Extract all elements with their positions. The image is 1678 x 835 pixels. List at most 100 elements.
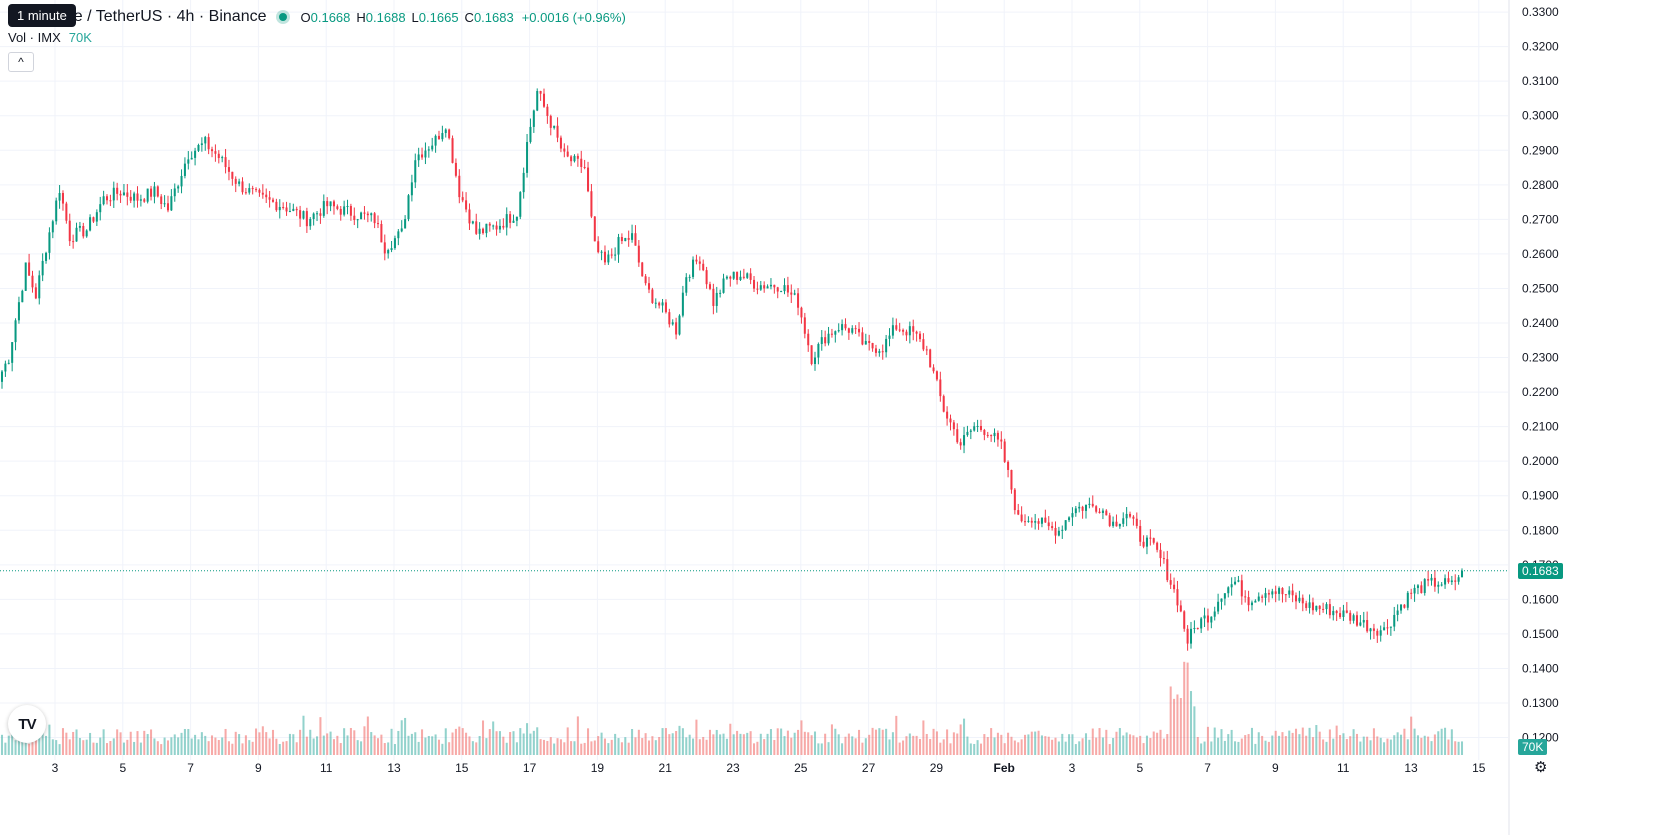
volume-bar: [519, 728, 522, 755]
market-status-icon: [278, 13, 287, 21]
volume-bar: [404, 717, 407, 755]
candle-body: [1457, 577, 1460, 582]
candle: [1349, 610, 1352, 625]
volume-bar: [542, 739, 546, 755]
volume-legend[interactable]: Vol · IMX 70K: [8, 30, 92, 45]
candle: [1328, 598, 1331, 619]
candle: [1284, 594, 1287, 603]
volume-bar: [444, 728, 447, 755]
candle: [576, 153, 579, 167]
volume-bar: [983, 734, 986, 755]
volume-bar: [485, 738, 488, 755]
candle-body: [4, 363, 7, 372]
candle: [1152, 537, 1155, 545]
candle: [908, 321, 911, 344]
candle-body: [82, 225, 85, 237]
volume-bar: [1342, 733, 1345, 755]
volume-bar: [1362, 736, 1365, 755]
volume-bar: [1393, 735, 1396, 755]
volume-bar: [55, 740, 58, 755]
volume-bar: [1444, 727, 1447, 755]
candle-body: [150, 188, 153, 197]
candle: [1183, 610, 1186, 632]
volume-bar: [190, 738, 193, 755]
volume-bar: [820, 743, 823, 755]
volume-bar: [1369, 740, 1372, 755]
volume-bar: [478, 736, 481, 755]
candle: [1278, 586, 1281, 601]
volume-bar: [939, 742, 942, 755]
candle: [4, 360, 7, 377]
candle: [1440, 582, 1443, 587]
candle: [299, 205, 302, 227]
candle: [651, 287, 654, 304]
candle: [1339, 607, 1342, 619]
candle: [187, 151, 190, 170]
volume-bar: [637, 729, 640, 755]
candle: [864, 333, 867, 345]
candle-body: [1308, 602, 1311, 608]
candle-body: [1210, 616, 1213, 623]
volume-bar: [1288, 730, 1291, 755]
candle-body: [756, 288, 759, 290]
volume-bar: [1328, 729, 1331, 755]
candle: [89, 214, 92, 232]
candle: [156, 185, 159, 198]
candle: [282, 202, 285, 210]
volume-bar: [451, 732, 454, 755]
candle-body: [519, 192, 522, 217]
volume-bar: [946, 729, 949, 755]
volume-bar: [969, 743, 972, 755]
candle: [878, 348, 881, 357]
candle: [1311, 597, 1314, 615]
volume-bar: [905, 736, 908, 755]
candle-body: [759, 285, 762, 290]
candle-body: [1081, 506, 1084, 511]
volume-bar: [976, 740, 979, 755]
candle-body: [1115, 521, 1118, 527]
candle: [180, 169, 183, 194]
volume-bar: [783, 736, 786, 755]
candle: [1196, 627, 1199, 630]
candle-body: [600, 251, 603, 253]
candle: [631, 224, 634, 243]
volume-bar: [383, 743, 386, 755]
candle-body: [1328, 604, 1331, 616]
volume-bar: [1359, 741, 1362, 755]
candle: [1335, 609, 1338, 622]
candle: [1234, 576, 1237, 586]
volume-bar: [1420, 737, 1423, 755]
candle-body: [1274, 591, 1277, 594]
collapse-legend-button[interactable]: ^: [8, 52, 34, 72]
volume-bar: [1261, 735, 1264, 755]
tradingview-logo[interactable]: TV: [8, 705, 46, 743]
candle-body: [637, 245, 640, 263]
candle-body: [1145, 537, 1148, 547]
volume-bar: [221, 737, 224, 755]
candle-body: [692, 259, 695, 277]
candle: [1450, 575, 1453, 585]
candle: [363, 206, 366, 220]
candle: [211, 146, 214, 158]
candle-body: [854, 328, 857, 330]
candle: [1129, 511, 1132, 519]
candle: [370, 212, 373, 222]
volume-bar: [1311, 737, 1314, 755]
candle-body: [949, 418, 952, 423]
candle-body: [1284, 594, 1287, 596]
candle-body: [668, 312, 671, 325]
candle-body: [851, 328, 854, 333]
candle-body: [95, 212, 98, 222]
volume-bar: [563, 742, 566, 755]
candle-body: [146, 188, 149, 202]
candle: [1383, 621, 1386, 631]
candle-body: [471, 221, 474, 224]
candle: [126, 184, 129, 206]
volume-bar: [1057, 741, 1060, 755]
candle: [1173, 577, 1176, 593]
candle: [356, 218, 359, 229]
candle: [708, 281, 711, 291]
candle: [339, 205, 342, 221]
gear-icon[interactable]: ⚙: [1534, 759, 1548, 776]
